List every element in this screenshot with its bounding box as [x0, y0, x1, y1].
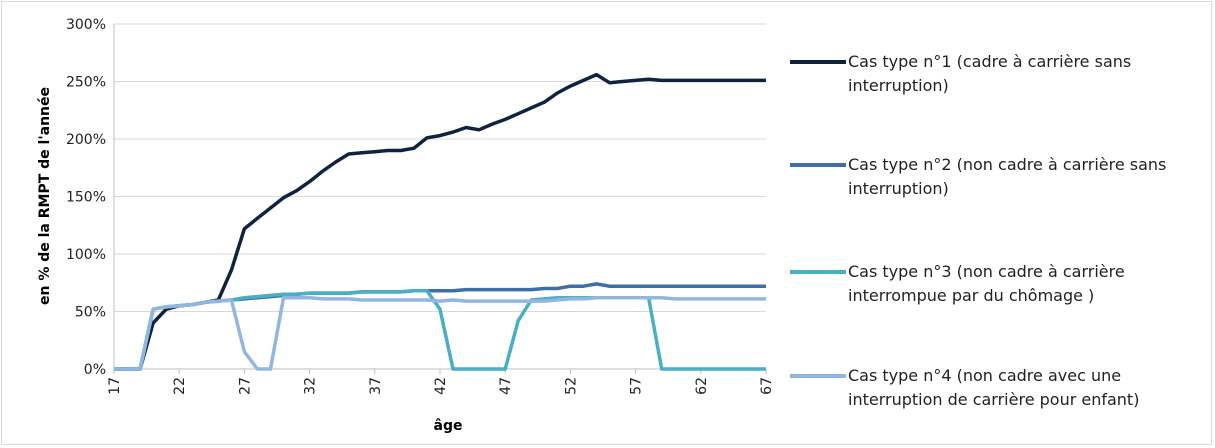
- legend-label: Cas type n°4 (non cadre avec une interru…: [848, 366, 1140, 409]
- x-axis-ticks: 17 22 27 32 37 42 47 52 57 62 67: [107, 369, 775, 395]
- x-tick-label: 17: [107, 377, 123, 395]
- x-tick-label: 27: [237, 377, 253, 395]
- legend-swatch: [790, 270, 846, 274]
- legend-label: Cas type n°2 (non cadre à carrière sans …: [848, 155, 1167, 198]
- x-tick-label: 67: [759, 377, 775, 395]
- gridlines: [113, 23, 766, 370]
- legend: Cas type n°1 (cadre à carrière sans inte…: [790, 0, 1210, 448]
- legend-item-2: Cas type n°2 (non cadre à carrière sans …: [790, 153, 1208, 201]
- legend-label: Cas type n°1 (cadre à carrière sans inte…: [848, 52, 1132, 95]
- legend-item-3: Cas type n°3 (non cadre à carrière inter…: [790, 260, 1208, 308]
- x-tick-label: 37: [368, 377, 384, 395]
- y-tick-label: 50%: [75, 305, 106, 321]
- x-tick-label: 22: [172, 377, 188, 395]
- x-tick-label: 42: [433, 377, 449, 395]
- x-tick-label: 57: [629, 377, 645, 395]
- series-line-1: [114, 72, 766, 371]
- legend-swatch: [790, 60, 846, 64]
- legend-item-1: Cas type n°1 (cadre à carrière sans inte…: [790, 50, 1208, 98]
- y-tick-label: 200%: [66, 132, 106, 148]
- y-tick-label: 100%: [66, 247, 106, 263]
- legend-swatch: [790, 163, 846, 167]
- x-tick-label: 47: [498, 377, 514, 395]
- x-tick-label: 62: [694, 377, 710, 395]
- y-axis-ticks: 0% 50% 100% 150% 200% 250% 300%: [66, 17, 106, 378]
- series-lines: [114, 72, 766, 371]
- legend-swatch: [790, 374, 846, 378]
- x-axis-title: âge: [434, 418, 463, 434]
- y-tick-label: 150%: [66, 190, 106, 206]
- x-tick-label: 32: [303, 377, 319, 395]
- y-tick-label: 300%: [66, 17, 106, 33]
- y-tick-label: 250%: [66, 75, 106, 91]
- y-tick-label: 0%: [84, 362, 106, 378]
- y-axis-title: en % de la RMPT de l'année: [37, 87, 53, 305]
- line-chart: 0% 50% 100% 150% 200% 250% 300% 17 22 27 32 37 42 47…: [37, 17, 775, 434]
- legend-label: Cas type n°3 (non cadre à carrière inter…: [848, 262, 1125, 305]
- series-line-4: [114, 295, 766, 371]
- legend-item-4: Cas type n°4 (non cadre avec une interru…: [790, 364, 1208, 412]
- x-tick-label: 52: [563, 377, 579, 395]
